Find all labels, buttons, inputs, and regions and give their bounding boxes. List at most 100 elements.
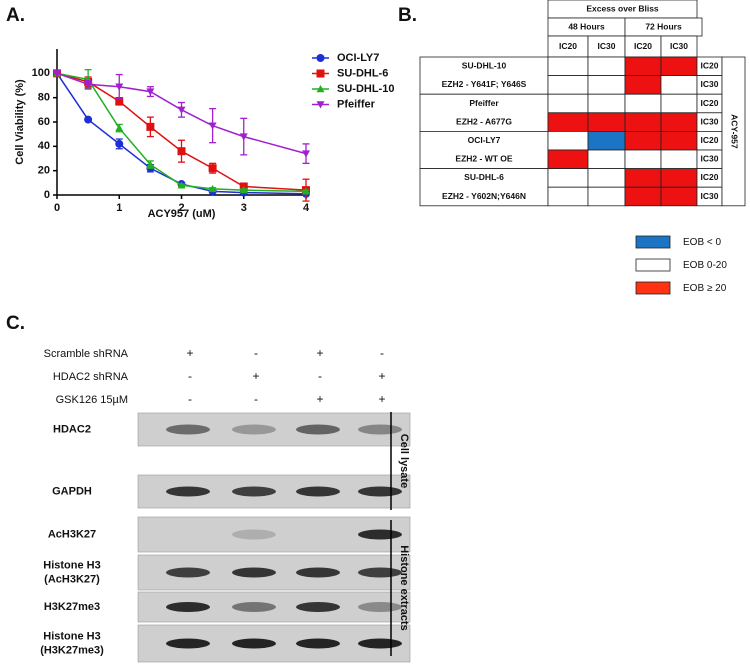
treatment-sign: - [188,392,192,406]
heat-cell [660,112,698,132]
heat-cell [547,93,589,114]
band [166,602,210,612]
marker [146,122,155,131]
y-tick-label: 100 [32,67,50,79]
marker [115,83,124,91]
heat-cell [547,186,589,207]
table-text: IC30 [701,116,719,126]
legend-swatch [635,281,671,295]
group-label: Histone extracts [398,545,410,631]
band [166,638,210,649]
table-text: IC20 [701,135,719,145]
series-line [56,72,307,195]
table-text: SU-DHL-10 [462,61,507,71]
heat-cell [624,93,662,114]
heat-cell [660,168,698,188]
table-text: IC20 [701,61,719,71]
y-tick-label: 60 [38,116,50,128]
y-tick-label: 20 [38,165,50,177]
heat-cell [547,130,589,151]
treatment-sign: - [254,392,258,406]
heat-cell [660,186,698,207]
legend-label: SU-DHL-6 [337,67,388,79]
band [358,486,402,497]
treatment-sign: + [316,392,323,406]
heat-cell [624,168,662,188]
marker [177,147,186,156]
band [296,424,340,435]
marker [115,124,124,132]
marker [115,139,124,148]
x-tick-label: 2 [178,202,184,214]
table-text: ACY-957 [729,114,739,149]
band-label: AcH3K27 [48,528,96,540]
group-label: Cell lysate [398,434,410,488]
legend-label: SU-DHL-10 [337,83,394,95]
y-axis-label: Cell Viability (%) [14,79,26,165]
heat-cell [547,149,589,170]
treatment-sign: - [380,346,384,360]
table-text: EZH2 - Y602N;Y646N [442,191,526,201]
marker [239,133,248,141]
band-label: HDAC2 [53,423,91,435]
legend-label: OCI-LY7 [337,52,379,64]
legend-marker [316,54,325,62]
heat-cell [587,130,626,151]
treatment-sign: + [378,392,385,406]
row-label-cell [419,130,549,169]
panel-label: A. [6,5,25,26]
band-label: H3K27me3 [44,601,100,613]
treatment-sign: - [188,369,192,383]
heat-cell [587,56,626,77]
legend-label: EOB < 0 [683,237,722,248]
x-tick-label: 0 [54,202,60,214]
band [232,486,276,497]
treatment-sign: + [378,369,385,383]
treatment-label: HDAC2 shRNA [53,371,129,383]
heat-cell [587,75,626,95]
band [296,486,340,497]
table-text: OCI-LY7 [468,135,501,145]
legend-swatch [635,258,671,272]
marker [146,160,155,168]
heat-cell [587,149,626,170]
table-text: EZH2 - Y641F; Y646S [442,79,527,89]
marker [177,106,186,114]
table-text: IC20 [701,98,719,108]
x-tick-label: 1 [116,202,122,214]
x-tick-label: 4 [303,202,310,214]
marker [53,70,61,78]
heat-cell [547,56,589,77]
side-cell [721,56,746,207]
treatment-sign: + [252,369,259,383]
table-text: EZH2 - A677G [456,116,512,126]
marker [302,150,310,158]
band-label: GAPDH [52,485,92,497]
treatment-sign: + [316,346,323,360]
marker [208,164,217,173]
marker [239,186,248,194]
y-tick-label: 40 [38,140,50,152]
heat-cell [660,56,698,77]
legend-label: Pfeiffer [337,98,376,110]
table-text: 72 Hours [645,21,682,31]
x-tick-label: 3 [241,202,247,214]
band [166,424,210,435]
heat-cell [660,75,698,95]
marker [146,88,155,96]
heat-cell [660,130,698,151]
heat-cell [587,112,626,132]
heat-cell [624,149,662,170]
table-text: Pfeiffer [469,98,499,108]
heat-cell [547,168,589,188]
heat-cell [624,130,662,151]
band [358,602,402,612]
band-label: Histone H3 [43,630,100,642]
marker [177,181,186,189]
band [232,638,276,649]
heat-cell [624,186,662,207]
band [296,567,340,578]
table-text: IC30 [701,79,719,89]
panel-label: B. [398,5,417,26]
heat-cell [660,93,698,114]
